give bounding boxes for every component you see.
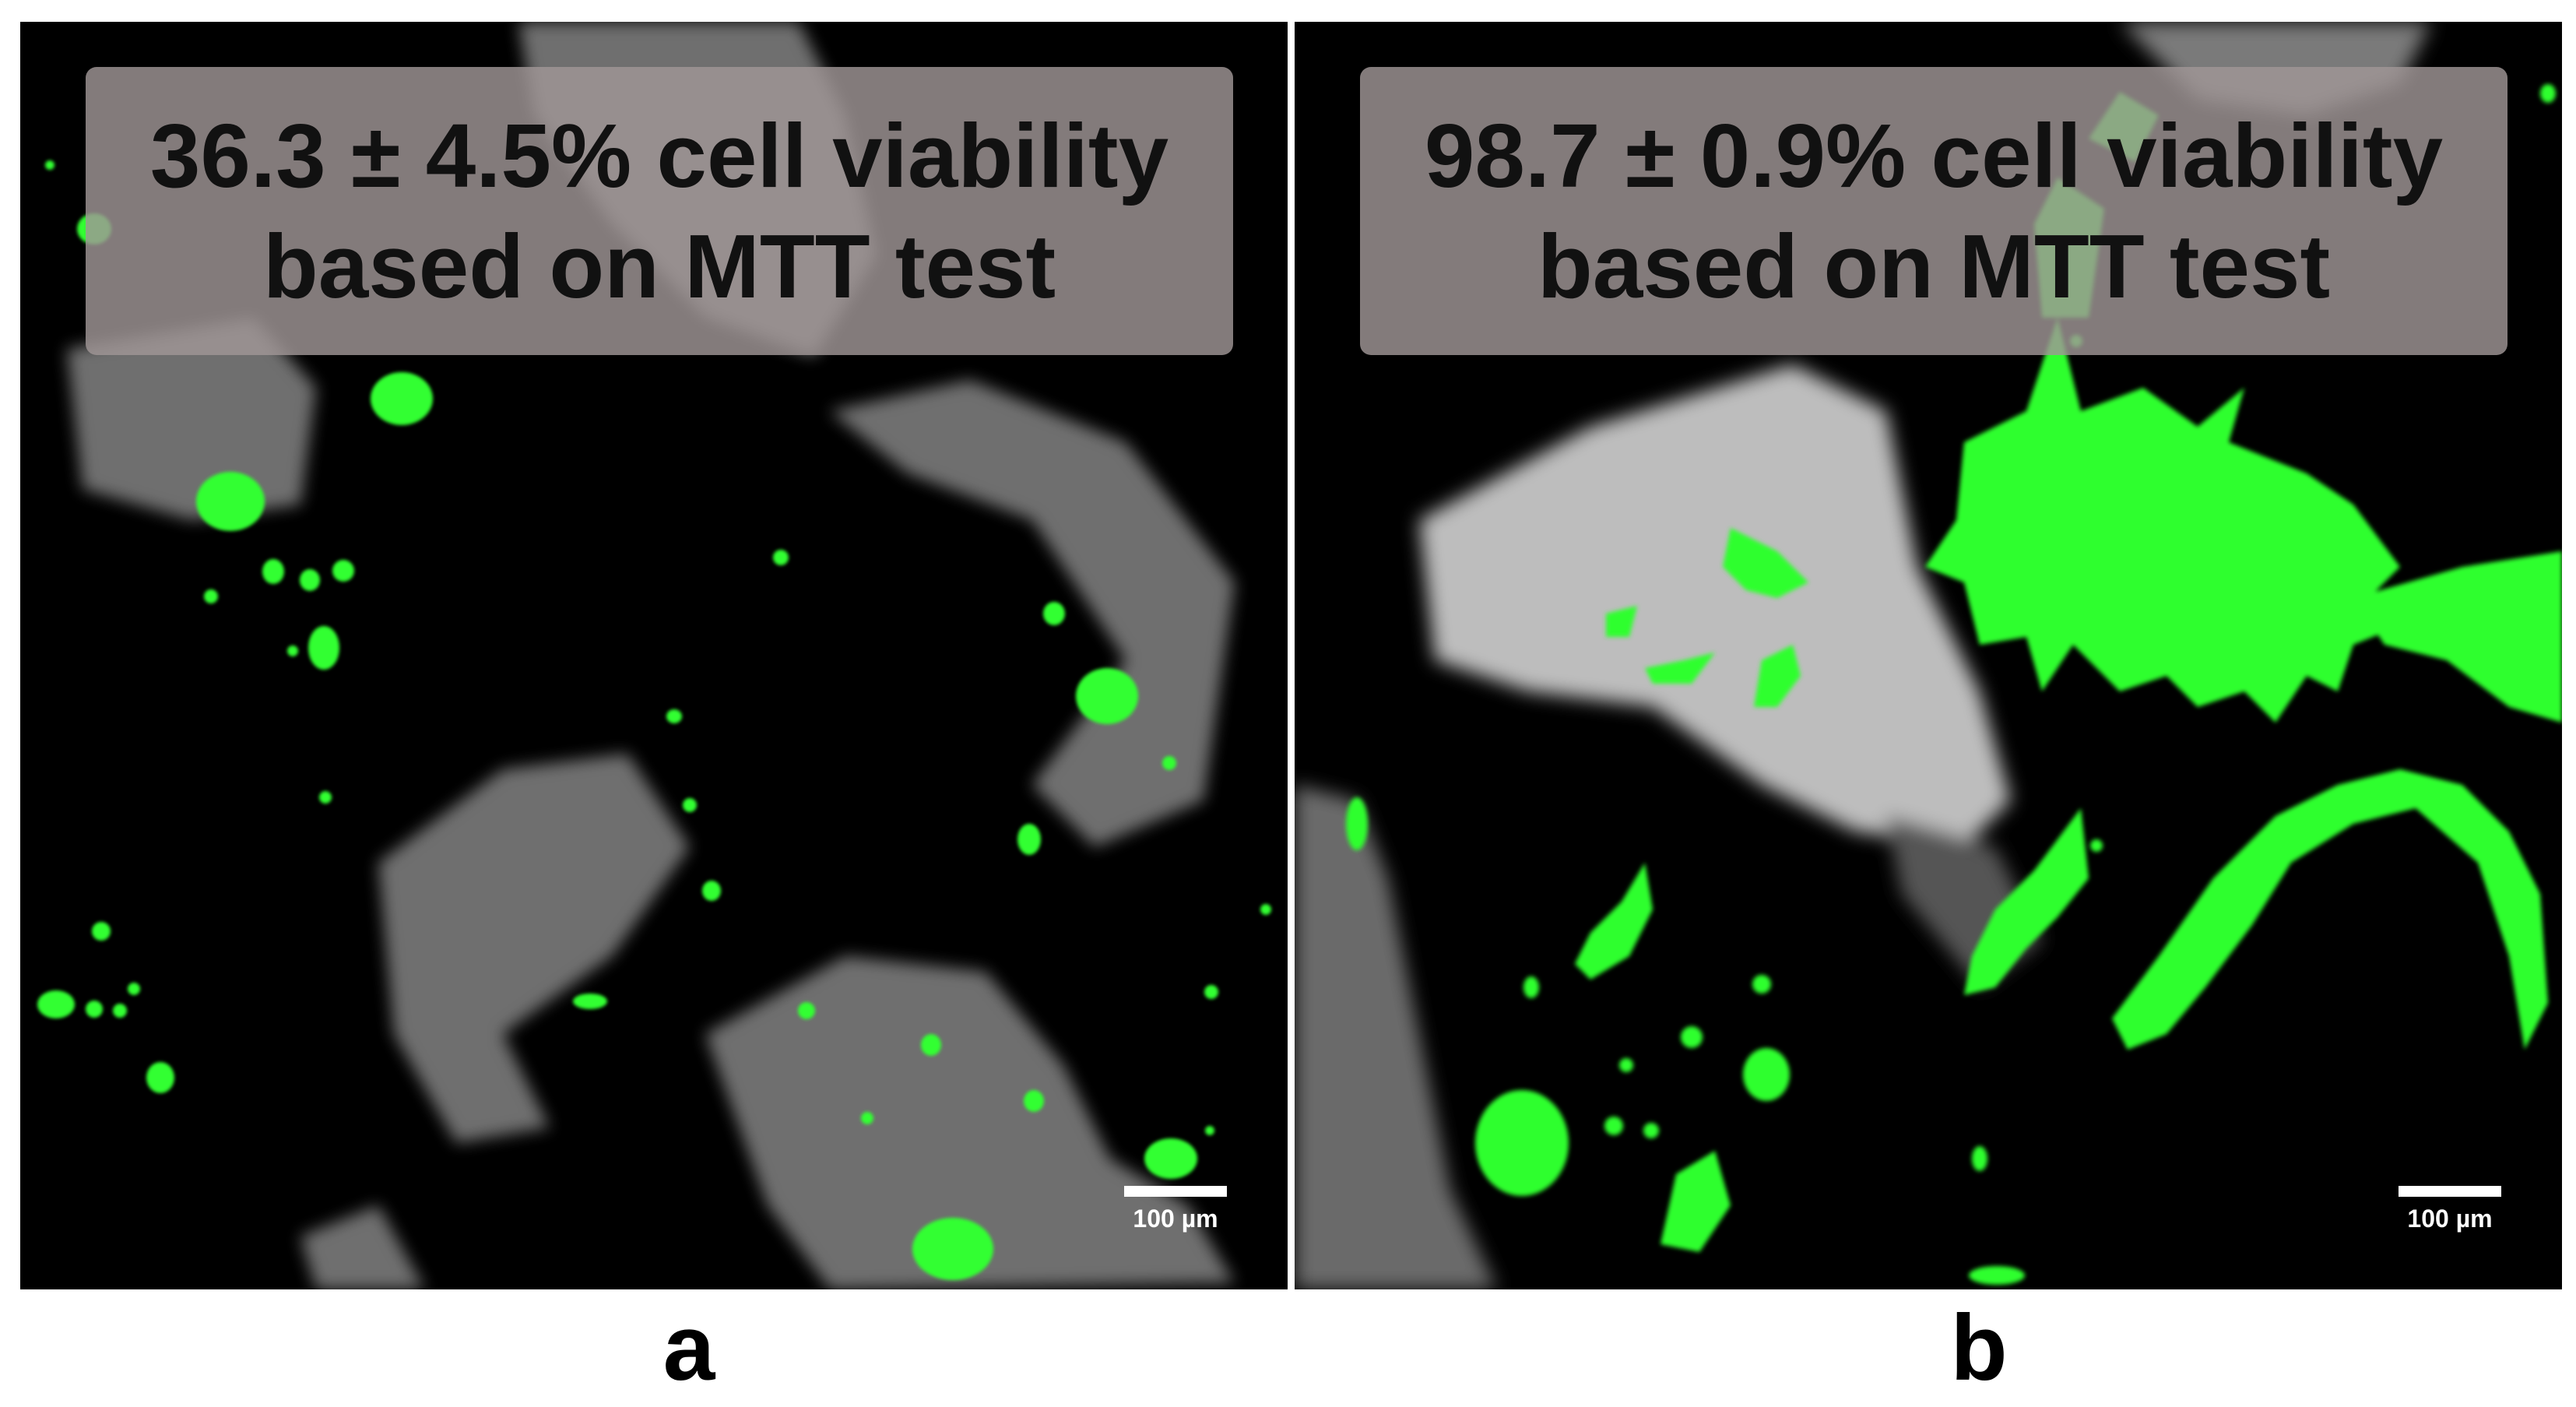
viability-label-box-b: 98.7 ± 0.9% cell viability based on MTT … [1360, 67, 2507, 355]
scale-bar-label-b: 100 µm [2407, 1205, 2493, 1233]
live-cells-a [37, 160, 1271, 1280]
scale-bar-line-a [1124, 1186, 1227, 1197]
scale-bar-b: 100 µm [2399, 1186, 2501, 1233]
viability-label-box-a: 36.3 ± 4.5% cell viability based on MTT … [86, 67, 1233, 355]
viability-text-a: 36.3 ± 4.5% cell viability [149, 105, 1169, 206]
scale-bar-a: 100 µm [1124, 1186, 1227, 1233]
scale-bar-label-a: 100 µm [1133, 1205, 1218, 1233]
method-text-a: based on MTT test [262, 216, 1056, 317]
method-text-b: based on MTT test [1537, 216, 2331, 317]
viability-text-b: 98.7 ± 0.9% cell viability [1424, 105, 2444, 206]
micrograph-panel-b: 98.7 ± 0.9% cell viability based on MTT … [1295, 22, 2562, 1289]
panel-letter-b: b [1950, 1296, 2008, 1400]
panel-letter-a: a [662, 1296, 715, 1400]
scale-bar-line-b [2399, 1186, 2501, 1197]
micrograph-panel-a: 36.3 ± 4.5% cell viability based on MTT … [20, 22, 1288, 1289]
scaffold-regions-b [1295, 22, 2431, 1289]
